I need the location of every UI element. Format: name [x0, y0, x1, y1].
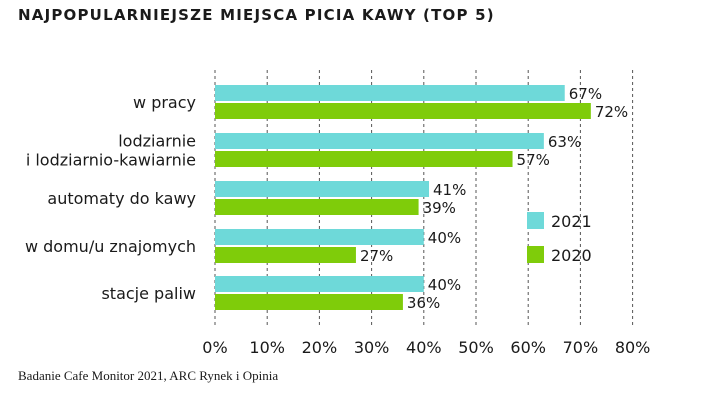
value-label: 40%	[428, 276, 461, 294]
x-tick-label: 60%	[510, 338, 546, 357]
value-label: 67%	[569, 85, 602, 103]
legend-swatch-2020	[527, 246, 544, 263]
legend-label: 2020	[551, 246, 592, 265]
legend-label: 2021	[551, 212, 592, 231]
legend: 2021 2020	[527, 212, 592, 265]
bar-2021	[215, 181, 430, 197]
value-labels: 67%72%63%57%41%39%40%27%40%36%	[360, 85, 628, 312]
bar-2021	[215, 229, 424, 245]
value-label: 36%	[407, 294, 440, 312]
x-tick-label: 30%	[354, 338, 390, 357]
x-axis-ticks: 0% 10% 20% 30% 40% 50% 60% 70% 80%	[202, 338, 650, 357]
bars	[215, 85, 591, 310]
value-label: 39%	[423, 199, 456, 217]
legend-swatch-2021	[527, 212, 544, 229]
value-label: 72%	[595, 103, 628, 121]
bar-2020	[215, 247, 356, 263]
value-label: 41%	[433, 181, 466, 199]
x-tick-label: 10%	[249, 338, 285, 357]
category-label: lodziarnie	[118, 132, 196, 151]
bar-2020	[215, 199, 419, 215]
bar-2021	[215, 85, 565, 101]
bar-2021	[215, 276, 424, 292]
category-label: w domu/u znajomych	[25, 237, 196, 256]
category-label: automaty do kawy	[47, 189, 196, 208]
category-label: stacje paliw	[101, 284, 196, 303]
source-note: Badanie Cafe Monitor 2021, ARC Rynek i O…	[18, 368, 278, 383]
x-tick-label: 50%	[458, 338, 494, 357]
x-tick-label: 20%	[302, 338, 338, 357]
bar-2021	[215, 133, 544, 149]
value-label: 40%	[428, 229, 461, 247]
x-tick-label: 0%	[202, 338, 227, 357]
bar-2020	[215, 151, 513, 167]
x-tick-label: 70%	[563, 338, 599, 357]
category-label: i lodziarnio-kawiarnie	[26, 151, 196, 170]
value-label: 63%	[548, 133, 581, 151]
chart-title: NAJPOPULARNIEJSZE MIEJSCA PICIA KAWY (TO…	[18, 6, 495, 24]
bar-2020	[215, 294, 403, 310]
category-label: w pracy	[133, 93, 196, 112]
x-tick-label: 80%	[615, 338, 651, 357]
value-label: 27%	[360, 247, 393, 265]
value-label: 57%	[517, 151, 550, 169]
bar-2020	[215, 103, 591, 119]
x-tick-label: 40%	[406, 338, 442, 357]
